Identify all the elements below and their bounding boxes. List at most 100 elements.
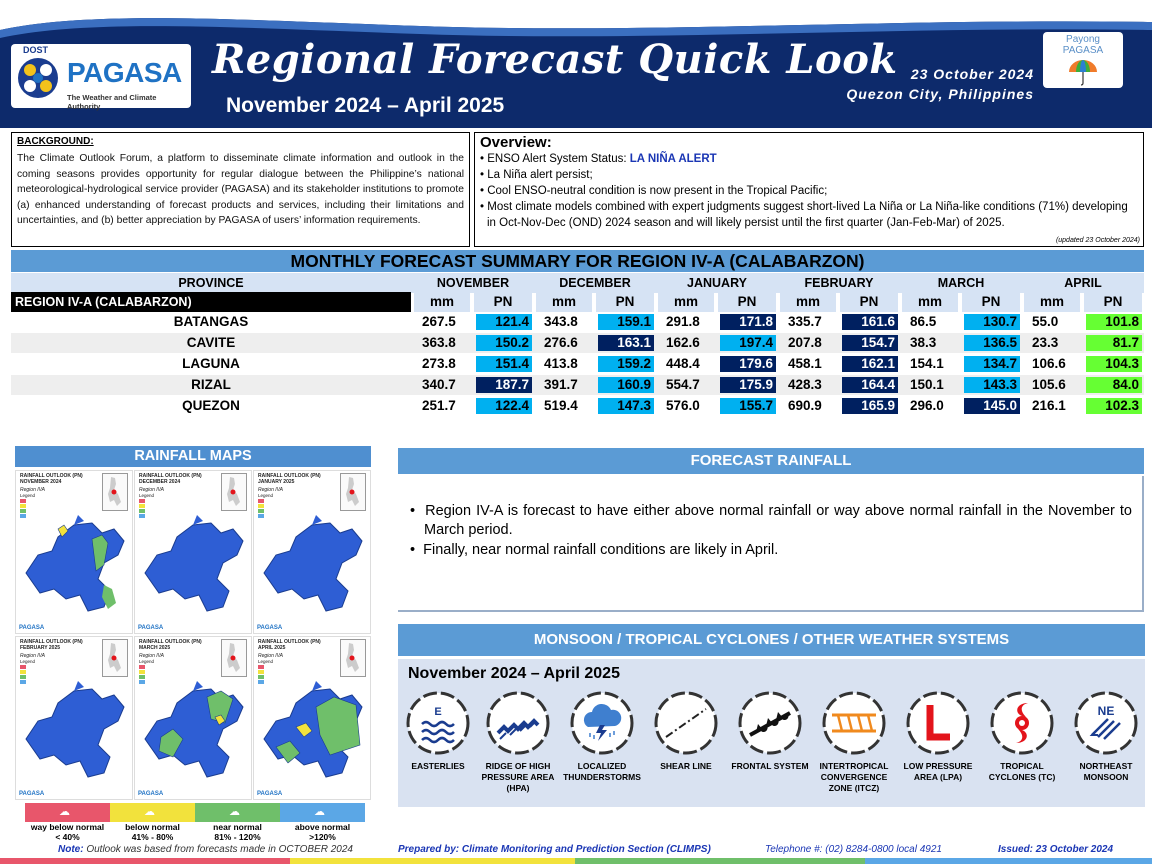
header-wave-decoration bbox=[0, 0, 1152, 128]
pn-value: 121.4 bbox=[476, 314, 532, 330]
mm-value: 428.3 bbox=[788, 377, 822, 392]
northeast-monsoon-icon: NE bbox=[1074, 691, 1138, 755]
legend-label: above normal >120% bbox=[280, 822, 365, 842]
map-region: Region IVA bbox=[258, 487, 284, 493]
philippines-inset-map bbox=[340, 639, 366, 677]
pn-value: 165.9 bbox=[842, 398, 898, 414]
legend-label-range: >120% bbox=[309, 832, 336, 842]
mm-header: mm bbox=[414, 292, 470, 312]
province-name: CAVITE bbox=[186, 335, 236, 350]
month-header: APRIL bbox=[1064, 276, 1102, 290]
footer-color-bar bbox=[575, 858, 865, 864]
pn-value: 151.4 bbox=[476, 356, 532, 372]
legend-label: below normal 41% - 80% bbox=[110, 822, 195, 842]
map-title: RAINFALL OUTLOOK (PN) DECEMBER 2024 bbox=[139, 473, 202, 485]
region-ivA-map bbox=[263, 515, 363, 612]
legend-label-category: below normal bbox=[125, 822, 180, 832]
region-label: REGION IV-A (CALABARZON) bbox=[11, 292, 411, 312]
pn-value: 154.7 bbox=[842, 335, 898, 351]
map-legend-swatch bbox=[20, 503, 35, 508]
mm-value: 690.9 bbox=[788, 398, 822, 413]
system-label: FRONTAL SYSTEM bbox=[731, 761, 809, 771]
map-legend-swatch bbox=[20, 679, 35, 684]
map-legend-swatch bbox=[139, 498, 154, 503]
lpa-icon bbox=[906, 691, 970, 755]
map-pagasa-logo: PAGASA bbox=[138, 791, 164, 797]
pn-value: 147.3 bbox=[598, 398, 654, 414]
system-shear-line: SHEAR LINE bbox=[646, 691, 726, 803]
header-banner: DOST PAGASA The Weather and Climate Auth… bbox=[0, 0, 1152, 128]
philippines-inset-map bbox=[102, 473, 128, 511]
pn-value: 171.8 bbox=[720, 314, 776, 330]
map-legend-swatch bbox=[258, 503, 273, 508]
footer-note: Note: Outlook was based from forecasts m… bbox=[58, 844, 353, 855]
mm-header: mm bbox=[1024, 292, 1080, 312]
system-thunderstorms: LOCALIZED THUNDERSTORMS bbox=[562, 691, 642, 803]
legend-label-range: 81% - 120% bbox=[214, 832, 261, 842]
map-legend-swatch bbox=[258, 664, 273, 669]
table-subheader-row: REGION IV-A (CALABARZON) mm PN mm PN mm PN mm PN… bbox=[11, 292, 1144, 312]
forecast-table-title: MONTHLY FORECAST SUMMARY FOR REGION IV-A… bbox=[11, 250, 1144, 272]
mm-value: 448.4 bbox=[666, 356, 700, 371]
pn-value: 134.7 bbox=[964, 356, 1020, 372]
pn-value: 159.1 bbox=[598, 314, 654, 330]
map-pagasa-logo: PAGASA bbox=[19, 791, 45, 797]
month-header: MARCH bbox=[937, 276, 985, 290]
legend-label-range: < 40% bbox=[55, 832, 80, 842]
pn-value: 160.9 bbox=[598, 377, 654, 393]
pn-value: 84.0 bbox=[1086, 377, 1142, 393]
forecast-rainfall-bullet: • Region IV-A is forecast to have either… bbox=[410, 503, 1132, 538]
pn-header: PN bbox=[840, 292, 898, 312]
pn-value: 161.6 bbox=[842, 314, 898, 330]
map-legend-swatch bbox=[20, 674, 35, 679]
mm-value: 391.7 bbox=[544, 377, 578, 392]
forecast-rainfall-bullet: • Finally, near normal rainfall conditio… bbox=[410, 542, 779, 558]
mm-value: 273.8 bbox=[422, 356, 456, 371]
legend-swatch: ☁ bbox=[110, 803, 195, 822]
philippines-inset-map bbox=[221, 473, 247, 511]
province-header: PROVINCE bbox=[178, 276, 244, 290]
system-label: SHEAR LINE bbox=[660, 761, 712, 771]
mm-value: 216.1 bbox=[1032, 398, 1066, 413]
pn-header: PN bbox=[718, 292, 776, 312]
map-legend-swatch bbox=[258, 674, 273, 679]
region-ivA-map bbox=[144, 681, 244, 778]
table-row: RIZAL 340.7 187.7 391.7 160.9 554.7 175.9 428.3… bbox=[11, 375, 1144, 395]
map-title: RAINFALL OUTLOOK (PN) JANUARY 2025 bbox=[258, 473, 321, 485]
map-legend-swatch bbox=[258, 669, 273, 674]
pn-value: 162.1 bbox=[842, 356, 898, 372]
rainfall-legend-strip: ☁ ☁ ☁ ☁ bbox=[25, 803, 365, 822]
map-legend-title: Legend bbox=[20, 493, 36, 498]
mm-value: 207.8 bbox=[788, 335, 822, 350]
map-legend-swatch bbox=[20, 513, 35, 518]
system-northeast-monsoon: NE NORTHEAST MONSOON bbox=[1066, 691, 1146, 803]
issue-date: 23 October 2024 bbox=[910, 66, 1034, 82]
shear-line-icon bbox=[654, 691, 718, 755]
province-name: RIZAL bbox=[191, 377, 231, 392]
map-legend-swatch bbox=[258, 513, 273, 518]
pn-value: 197.4 bbox=[720, 335, 776, 351]
legend-label-category: above normal bbox=[294, 822, 351, 832]
mm-value: 296.0 bbox=[910, 398, 944, 413]
footer-prepared-by: Prepared by: Climate Monitoring and Pred… bbox=[398, 844, 711, 855]
itcz-icon bbox=[822, 691, 886, 755]
map-legend-swatch bbox=[139, 674, 154, 679]
mm-value: 340.7 bbox=[422, 377, 456, 392]
pn-value: 130.7 bbox=[964, 314, 1020, 330]
pn-value: 145.0 bbox=[964, 398, 1020, 414]
rainfall-legend-labels: way below normal < 40% below normal 41% - 8… bbox=[25, 822, 365, 844]
system-easterlies: E EASTERLIES bbox=[398, 691, 478, 803]
mm-value: 413.8 bbox=[544, 356, 578, 371]
rainfall-map-panel: RAINFALL OUTLOOK (PN) DECEMBER 2024 Regio… bbox=[134, 470, 252, 634]
pn-value: 159.2 bbox=[598, 356, 654, 372]
payong-pagasa-logo: Payong PAGASA bbox=[1043, 32, 1123, 88]
rainfall-map-panel: RAINFALL OUTLOOK (PN) JANUARY 2025 Region… bbox=[253, 470, 371, 634]
month-header: NOVEMBER bbox=[436, 276, 510, 290]
forecast-rainfall-box: • Region IV-A is forecast to have either… bbox=[398, 476, 1144, 612]
map-legend-swatch bbox=[258, 679, 273, 684]
mm-value: 150.1 bbox=[910, 377, 944, 392]
map-legend-title: Legend bbox=[139, 493, 155, 498]
region-ivA-map bbox=[144, 515, 244, 612]
mm-value: 154.1 bbox=[910, 356, 944, 371]
frontal-system-icon bbox=[738, 691, 802, 755]
